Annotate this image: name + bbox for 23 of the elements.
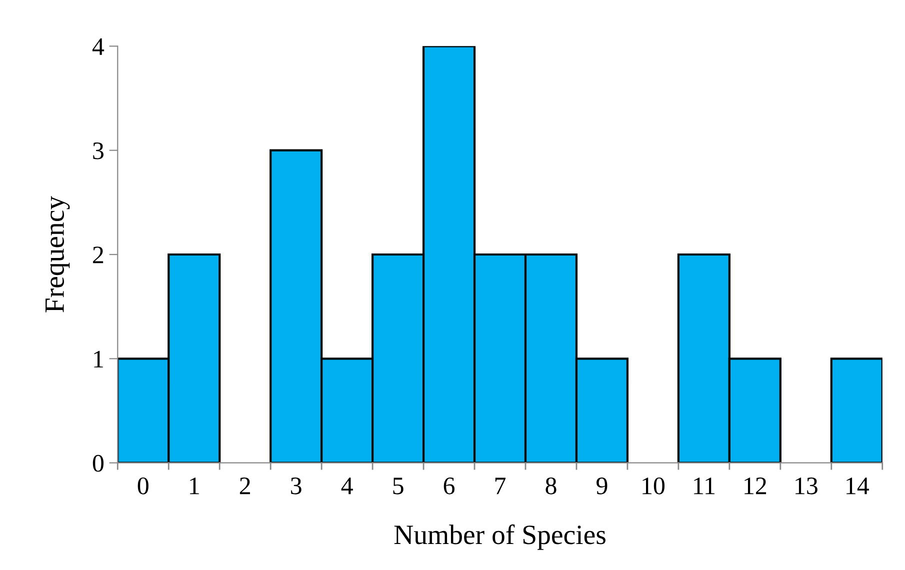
- x-tick-label: 4: [341, 478, 353, 494]
- x-tick-label: 7: [495, 478, 506, 494]
- x-tick-label: 8: [546, 477, 556, 494]
- bar: [830, 358, 882, 463]
- x-tick-label: 13: [796, 478, 818, 494]
- x-tick-label: 2: [240, 478, 250, 494]
- x-tick-label: 10: [642, 477, 665, 494]
- x-tick-label: 6: [444, 478, 455, 494]
- x-tick-label: 0: [138, 477, 148, 494]
- x-tick-label: 9: [596, 478, 608, 494]
- x-tick-label: 3: [291, 478, 302, 494]
- y-tick-label: 0: [92, 454, 104, 472]
- y-tick-label: 2: [93, 246, 104, 264]
- x-tick-label: 1: [190, 478, 199, 494]
- y-axis-title: Frequency: [46, 196, 70, 312]
- x-axis-title: Number of Species: [394, 524, 606, 550]
- x-tick-label: 12: [744, 478, 766, 494]
- x-tick-label: 14: [846, 478, 869, 494]
- x-tick-label: 11: [694, 478, 714, 494]
- y-tick-label: 3: [93, 142, 104, 160]
- x-tick-label: 5: [393, 478, 404, 494]
- y-tick-label: 1: [94, 350, 103, 368]
- y-tick-label: 4: [92, 38, 104, 55]
